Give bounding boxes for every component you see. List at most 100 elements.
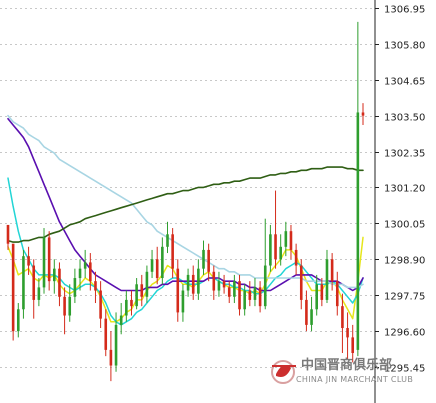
candle xyxy=(22,249,25,319)
candle-body xyxy=(294,249,298,266)
candle-body xyxy=(217,281,221,291)
candle xyxy=(42,228,46,294)
candle-body xyxy=(233,281,236,297)
candle-body xyxy=(22,256,25,310)
candle-body xyxy=(37,287,41,300)
candle xyxy=(212,265,216,300)
candle-body xyxy=(145,271,149,297)
candle xyxy=(161,237,164,285)
candle xyxy=(335,271,339,316)
candle xyxy=(83,249,87,279)
candle xyxy=(233,274,236,304)
candle-body xyxy=(73,278,77,297)
candle-body xyxy=(27,256,30,266)
candle xyxy=(125,290,128,322)
candle xyxy=(315,274,318,316)
y-tick-label: 1295.45 xyxy=(384,364,425,375)
candle-body xyxy=(212,271,216,291)
candle-body xyxy=(11,243,15,332)
candle xyxy=(238,274,241,316)
candle xyxy=(68,284,72,322)
candle xyxy=(6,224,10,250)
y-tick-label: 1306.95 xyxy=(384,5,425,16)
candle-body xyxy=(191,274,195,294)
candle-body xyxy=(284,231,288,247)
candle-body xyxy=(263,265,267,307)
candle xyxy=(217,271,221,297)
series-line-1 xyxy=(7,177,364,326)
candle-body xyxy=(243,290,246,310)
y-tick-label: 1302.35 xyxy=(384,149,425,160)
series-line-4 xyxy=(7,166,364,243)
y-tick-label: 1297.75 xyxy=(384,292,425,303)
candle xyxy=(222,274,226,294)
candle xyxy=(191,265,195,300)
watermark-en-text: CHINA JIN MARCHANT CLUB xyxy=(296,375,413,384)
candle-body xyxy=(104,318,108,350)
candle-body xyxy=(78,268,82,279)
candle xyxy=(114,312,118,372)
candle xyxy=(305,290,308,332)
candle-body xyxy=(258,287,262,307)
candle-body xyxy=(63,296,66,316)
candle xyxy=(274,190,277,269)
watermark-cn-text: 中国晋商俱乐部 xyxy=(301,357,392,373)
candle xyxy=(150,249,154,279)
candle-body xyxy=(171,234,174,269)
candle xyxy=(346,312,349,360)
candle-body xyxy=(130,299,133,307)
candle-body xyxy=(140,284,144,297)
candle xyxy=(284,221,288,257)
watermark: 中国晋商俱乐部 CHINA JIN MARCHANT CLUB xyxy=(271,357,413,384)
candle-body xyxy=(166,234,169,247)
candle xyxy=(341,293,344,354)
candle-body xyxy=(351,337,355,354)
grid-lines xyxy=(0,8,372,368)
candle-body xyxy=(310,309,313,325)
y-tick-labels: 1306.95 1305.80 1304.65 1303.50 1302.35 1301.… xyxy=(375,5,425,375)
candle xyxy=(89,253,92,291)
candle xyxy=(37,278,41,307)
candle xyxy=(299,259,303,310)
series-line-3 xyxy=(7,114,364,289)
candle xyxy=(155,246,159,285)
candle-body xyxy=(58,268,61,297)
candle xyxy=(176,259,180,322)
y-tick-label: 1298.90 xyxy=(384,256,425,267)
candle-body xyxy=(161,246,164,279)
candle-body xyxy=(289,231,293,250)
candle xyxy=(248,281,252,307)
candle-body xyxy=(6,224,10,244)
candle xyxy=(243,284,246,316)
candle-body xyxy=(135,284,138,307)
candle-body xyxy=(315,284,318,310)
candle-body xyxy=(53,268,56,282)
candle xyxy=(294,243,298,275)
candle xyxy=(58,262,61,307)
candle xyxy=(171,228,174,279)
y-tick-label: 1300.05 xyxy=(384,220,425,231)
candle-body xyxy=(238,281,241,310)
candle xyxy=(166,221,169,254)
y-tick-label: 1303.50 xyxy=(384,113,425,124)
candle xyxy=(181,284,185,322)
candles-group xyxy=(6,21,365,382)
candle xyxy=(140,274,144,307)
candle xyxy=(330,253,334,291)
candle-body xyxy=(253,287,257,300)
candle-body xyxy=(361,112,365,116)
candle-body xyxy=(32,265,36,300)
candle xyxy=(78,259,82,291)
y-tick-label: 1296.60 xyxy=(384,328,425,339)
y-tick-label: 1305.80 xyxy=(384,41,425,52)
candle xyxy=(258,281,262,313)
candle xyxy=(27,246,30,275)
candle xyxy=(289,224,293,260)
candle-body xyxy=(207,249,210,272)
candle xyxy=(351,324,355,363)
candle xyxy=(269,224,272,272)
candle-body xyxy=(197,268,200,294)
candle-body xyxy=(227,287,231,297)
candle xyxy=(130,290,133,316)
